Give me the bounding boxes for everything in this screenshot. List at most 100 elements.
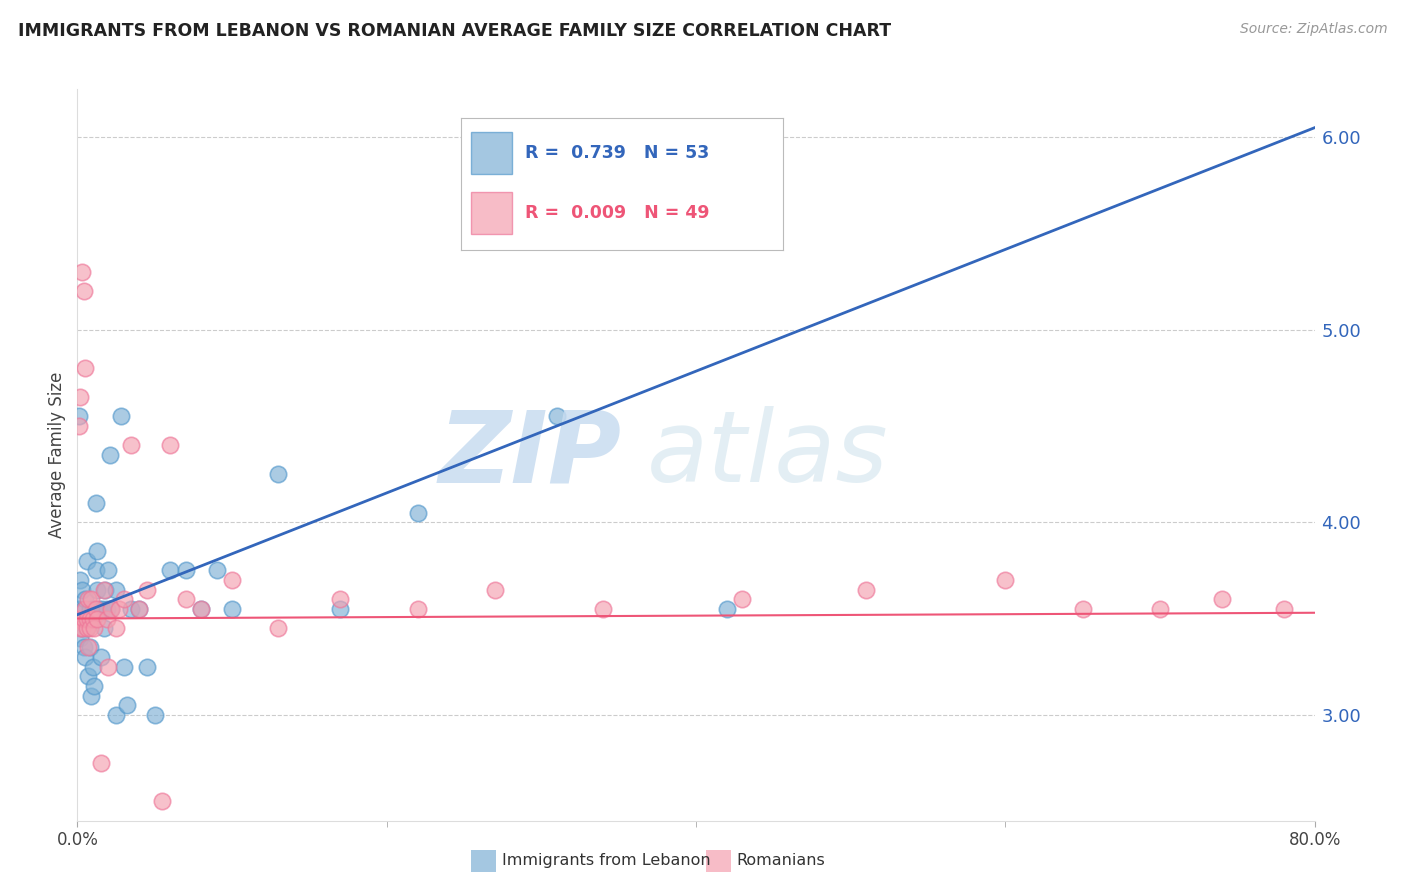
Point [77, 611, 100, 625]
Point [82, 611, 104, 625]
Point [84, 563, 107, 577]
Point [90, 756, 112, 770]
Point [406, 602, 429, 616]
Point [108, 602, 131, 616]
Point [83, 621, 105, 635]
Point [994, 573, 1017, 587]
Point [128, 602, 150, 616]
Point [205, 563, 228, 577]
Point [69, 390, 91, 404]
Point [67, 419, 90, 434]
Point [76, 621, 98, 635]
Point [86, 582, 108, 597]
Point [80, 592, 103, 607]
Point [221, 573, 243, 587]
Point [86, 544, 108, 558]
Point [152, 794, 174, 808]
Text: Romanians: Romanians [737, 854, 825, 868]
Point [1211, 592, 1233, 607]
Point [190, 602, 212, 616]
Text: IMMIGRANTS FROM LEBANON VS ROMANIAN AVERAGE FAMILY SIZE CORRELATION CHART: IMMIGRANTS FROM LEBANON VS ROMANIAN AVER… [18, 22, 891, 40]
Point [105, 582, 128, 597]
Point [79, 640, 101, 655]
Point [716, 602, 738, 616]
Point [93, 621, 115, 635]
Point [79, 611, 101, 625]
Text: Source: ZipAtlas.com: Source: ZipAtlas.com [1240, 22, 1388, 37]
Point [112, 592, 135, 607]
Point [70, 582, 93, 597]
Point [267, 621, 290, 635]
Point [112, 659, 135, 673]
Point [77, 669, 100, 683]
Point [1149, 602, 1171, 616]
Point [76, 621, 98, 635]
Point [97, 659, 120, 673]
Text: atlas: atlas [647, 407, 889, 503]
Point [80, 611, 103, 625]
Point [82, 659, 104, 673]
Point [82, 602, 104, 616]
Point [96, 611, 118, 625]
Point [70, 265, 93, 279]
Point [72, 611, 94, 625]
Point [70, 621, 93, 635]
Point [105, 621, 128, 635]
Point [267, 467, 290, 482]
Point [174, 563, 197, 577]
Point [91, 602, 114, 616]
Point [100, 602, 122, 616]
Point [1071, 602, 1094, 616]
Point [128, 602, 150, 616]
Point [70, 621, 93, 635]
Point [90, 650, 112, 665]
Point [143, 707, 166, 722]
Point [84, 496, 107, 510]
Point [121, 438, 143, 452]
Point [546, 409, 568, 424]
Point [221, 602, 243, 616]
Point [115, 698, 138, 713]
Point [75, 592, 96, 607]
Point [79, 602, 101, 616]
Point [69, 631, 91, 645]
Text: ZIP: ZIP [439, 407, 621, 503]
Point [75, 361, 96, 376]
Point [72, 285, 94, 299]
Point [159, 438, 181, 452]
Point [159, 563, 181, 577]
Point [69, 573, 91, 587]
Point [77, 640, 100, 655]
Point [84, 602, 107, 616]
Point [406, 506, 429, 520]
Point [110, 409, 132, 424]
Point [67, 611, 90, 625]
Point [121, 602, 143, 616]
Point [100, 602, 122, 616]
Y-axis label: Average Family Size: Average Family Size [48, 372, 66, 538]
Point [329, 602, 352, 616]
Point [83, 679, 105, 693]
Point [69, 621, 91, 635]
Point [93, 582, 115, 597]
Point [97, 563, 120, 577]
Point [86, 611, 108, 625]
Point [76, 611, 98, 625]
Point [329, 592, 352, 607]
Point [105, 707, 128, 722]
Point [136, 582, 159, 597]
Point [731, 592, 754, 607]
Point [94, 582, 117, 597]
Point [72, 602, 94, 616]
Point [87, 602, 110, 616]
Point [80, 689, 103, 703]
Point [72, 640, 94, 655]
Point [79, 621, 101, 635]
Point [1272, 602, 1295, 616]
Point [190, 602, 212, 616]
Text: Immigrants from Lebanon: Immigrants from Lebanon [502, 854, 710, 868]
Point [75, 602, 96, 616]
Point [174, 592, 197, 607]
Point [75, 650, 96, 665]
Point [855, 582, 877, 597]
